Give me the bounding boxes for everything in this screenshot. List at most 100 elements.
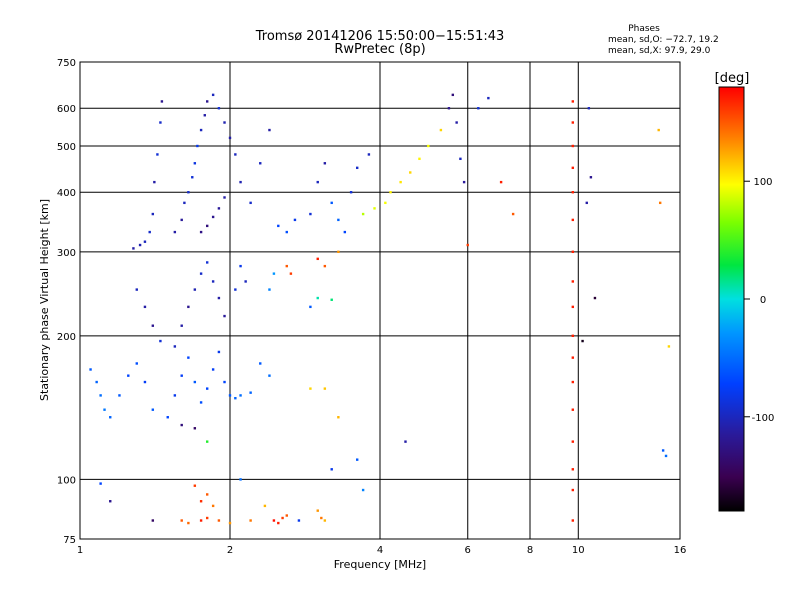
data-point xyxy=(259,362,262,365)
data-point xyxy=(268,288,271,291)
data-point xyxy=(259,162,262,165)
data-point xyxy=(99,394,102,397)
data-point xyxy=(159,121,162,124)
data-point xyxy=(323,387,327,390)
data-point xyxy=(211,504,215,508)
data-point xyxy=(151,212,155,216)
data-point xyxy=(487,96,490,100)
data-point xyxy=(228,136,232,140)
data-point xyxy=(571,334,575,338)
chart-title: Tromsø 20141206 15:50:00−15:51:43 xyxy=(255,29,505,44)
colorbar-tick-label: 0 xyxy=(760,295,766,306)
stats-title: Phases xyxy=(628,24,660,34)
data-point xyxy=(95,380,98,384)
data-point xyxy=(180,423,183,427)
data-point xyxy=(447,107,451,110)
data-point xyxy=(268,374,271,377)
data-point xyxy=(180,324,183,327)
data-point xyxy=(268,128,271,132)
data-point xyxy=(571,280,575,283)
data-point xyxy=(193,484,197,487)
plot-frame xyxy=(79,61,681,540)
data-point xyxy=(249,201,252,205)
data-point xyxy=(180,519,183,522)
data-point xyxy=(459,157,462,161)
data-point xyxy=(330,468,333,471)
data-point xyxy=(263,504,267,508)
data-point xyxy=(477,107,480,110)
data-point xyxy=(234,288,237,291)
data-point xyxy=(418,157,421,161)
data-point xyxy=(193,380,197,384)
data-point xyxy=(160,100,164,103)
y-tick-label: 300 xyxy=(57,248,76,259)
data-point xyxy=(343,230,347,234)
data-point xyxy=(180,374,183,377)
data-point xyxy=(151,408,155,411)
y-tick-label: 400 xyxy=(57,188,76,199)
data-point xyxy=(664,454,668,458)
data-point xyxy=(199,401,203,404)
data-point xyxy=(228,521,232,525)
data-point xyxy=(297,519,301,522)
data-point xyxy=(330,201,333,205)
data-point xyxy=(571,218,575,222)
data-point xyxy=(239,264,242,268)
data-point xyxy=(404,440,407,443)
data-point xyxy=(193,427,197,430)
data-point xyxy=(249,519,252,522)
chart-subtitle: RwPretec (8p) xyxy=(334,42,425,57)
data-point xyxy=(187,191,190,194)
data-point xyxy=(228,394,232,397)
data-point xyxy=(205,387,209,390)
data-point xyxy=(581,339,584,343)
data-point xyxy=(657,128,660,132)
data-point xyxy=(199,272,203,275)
data-point xyxy=(355,458,359,461)
data-point xyxy=(234,396,237,400)
data-point xyxy=(384,201,387,205)
data-point xyxy=(658,201,662,205)
y-tick-label: 500 xyxy=(57,142,76,153)
data-point xyxy=(143,240,147,243)
data-point xyxy=(571,166,575,170)
data-point xyxy=(571,121,575,124)
data-point xyxy=(272,519,276,522)
data-point xyxy=(193,288,197,291)
data-point xyxy=(367,153,371,156)
data-point xyxy=(196,144,199,148)
data-point xyxy=(205,516,209,520)
data-point xyxy=(187,305,190,309)
data-point xyxy=(361,212,365,216)
data-point xyxy=(593,296,597,300)
colorbar-label: [deg] xyxy=(715,71,750,86)
data-point xyxy=(323,162,327,165)
x-tick-label: 6 xyxy=(465,545,471,556)
data-point xyxy=(293,218,297,222)
data-point xyxy=(589,176,593,179)
data-point xyxy=(320,516,323,520)
colorbar-tick-label: -100 xyxy=(752,413,775,424)
data-point xyxy=(585,201,588,205)
data-point xyxy=(159,339,162,343)
data-point xyxy=(118,394,121,397)
data-point xyxy=(239,478,242,481)
data-point xyxy=(180,218,183,222)
data-point xyxy=(151,324,155,327)
data-point xyxy=(409,171,412,174)
data-point xyxy=(451,93,455,97)
data-point xyxy=(427,144,430,148)
data-point xyxy=(191,176,194,179)
colorbar-tick-label: 100 xyxy=(753,177,772,188)
y-tick-label: 100 xyxy=(57,475,76,486)
data-point xyxy=(99,482,102,485)
data-point xyxy=(173,345,177,348)
data-point xyxy=(571,305,575,309)
data-point xyxy=(309,212,312,216)
data-point xyxy=(249,391,252,394)
data-point xyxy=(309,387,312,390)
data-point xyxy=(285,230,288,234)
data-point xyxy=(205,261,209,264)
x-tick-label: 1 xyxy=(77,545,83,556)
data-point xyxy=(239,180,242,184)
